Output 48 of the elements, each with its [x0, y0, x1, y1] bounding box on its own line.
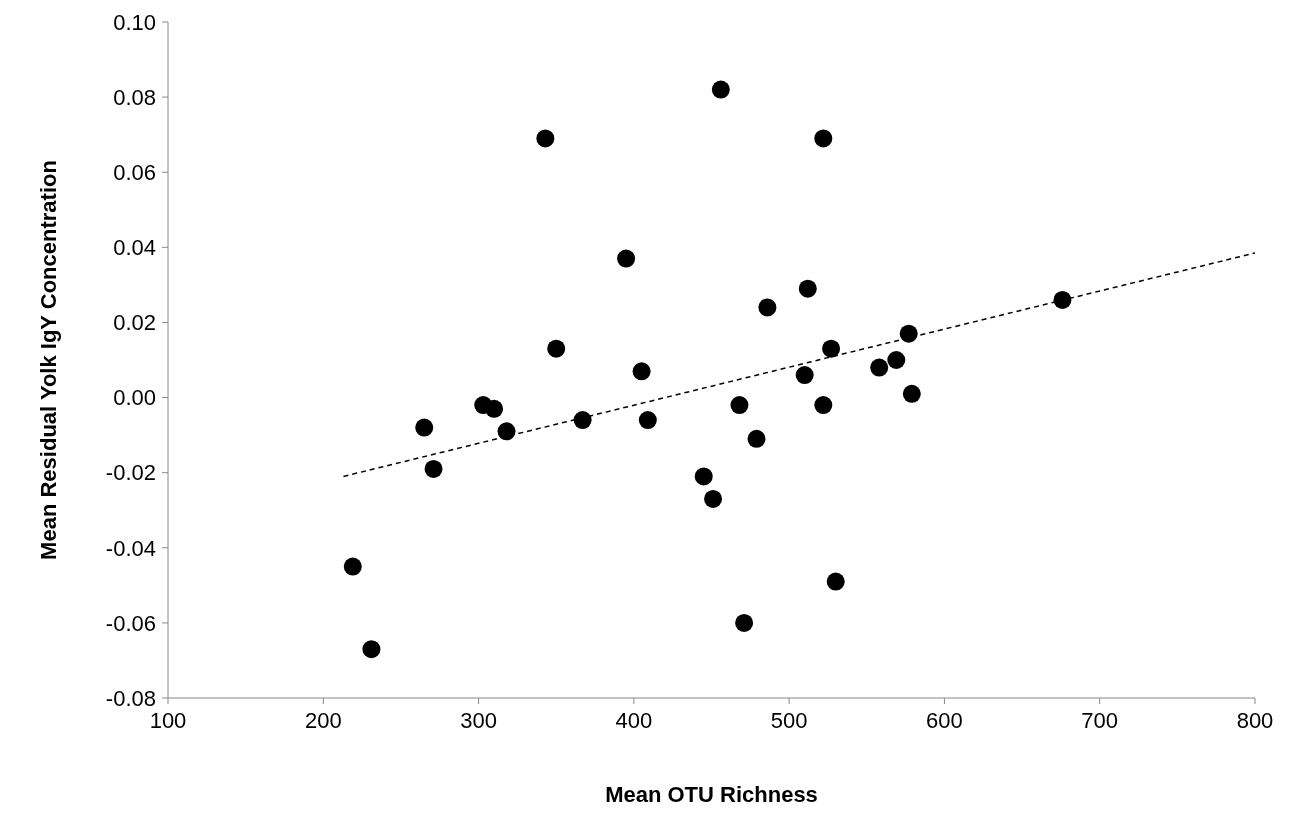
x-tick-label: 200	[304, 707, 342, 733]
y-tick-label: 0.02	[113, 310, 156, 336]
y-tick-label: 0.08	[113, 84, 156, 110]
point	[343, 557, 362, 576]
point	[870, 358, 889, 377]
point	[573, 411, 592, 430]
point	[814, 396, 833, 415]
y-tick-label: 0.00	[113, 385, 156, 411]
point	[632, 362, 651, 381]
point	[362, 640, 381, 659]
point	[415, 418, 434, 437]
x-tick-label: 300	[460, 707, 497, 733]
point	[826, 572, 845, 591]
point	[1053, 290, 1072, 309]
point	[704, 489, 723, 508]
point	[424, 459, 443, 478]
x-tick-label: 600	[926, 707, 963, 733]
point	[485, 399, 504, 418]
point	[497, 422, 516, 441]
y-tick-label: -0.04	[105, 535, 156, 561]
point	[902, 384, 921, 403]
point	[617, 249, 636, 268]
point	[730, 396, 749, 415]
x-tick-label: 500	[770, 707, 808, 733]
x-tick-label: 800	[1236, 707, 1274, 733]
point	[814, 129, 833, 148]
point	[694, 467, 713, 486]
point	[899, 324, 918, 343]
point	[536, 129, 555, 148]
y-tick-label: -0.02	[105, 460, 156, 486]
point	[758, 298, 777, 317]
point	[747, 429, 766, 448]
point	[822, 339, 841, 358]
point	[795, 366, 814, 385]
point	[798, 279, 817, 298]
y-tick-label: 0.10	[113, 9, 156, 35]
x-axis-title: Mean OTU Richness	[605, 782, 818, 807]
point	[711, 80, 730, 99]
y-axis-title: Mean Residual Yolk IgY Concentration	[35, 160, 61, 560]
x-tick-label: 700	[1081, 707, 1119, 733]
y-tick-label: 0.06	[113, 160, 156, 186]
point	[735, 613, 754, 632]
point	[887, 351, 906, 369]
point	[547, 339, 566, 358]
point	[638, 411, 657, 430]
x-tick-label: 400	[615, 707, 653, 733]
y-tick-label: -0.06	[105, 610, 156, 636]
y-tick-label: 0.04	[113, 235, 156, 261]
